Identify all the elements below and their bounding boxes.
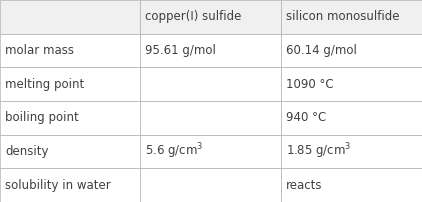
Bar (140, 67, 281, 101)
Text: reacts: reacts (286, 179, 322, 192)
Text: 1090 °C: 1090 °C (286, 78, 334, 91)
Bar (0, 34, 140, 67)
Text: melting point: melting point (5, 78, 84, 91)
Bar (281, 34, 422, 67)
Text: 60.14 g/mol: 60.14 g/mol (286, 44, 357, 57)
Bar (140, 101, 281, 135)
Bar (281, 67, 422, 101)
Bar (0, 168, 140, 202)
Text: density: density (5, 145, 49, 158)
Text: boiling point: boiling point (5, 111, 79, 124)
Bar (140, 168, 281, 202)
Text: 1.85 g/cm$^3$: 1.85 g/cm$^3$ (286, 142, 352, 161)
Bar (281, 0, 422, 34)
Text: solubility in water: solubility in water (5, 179, 111, 192)
Bar (140, 34, 281, 67)
Text: 940 °C: 940 °C (286, 111, 326, 124)
Text: molar mass: molar mass (5, 44, 74, 57)
Text: 95.61 g/mol: 95.61 g/mol (145, 44, 216, 57)
Bar (281, 101, 422, 135)
Bar (0, 135, 140, 168)
Bar (0, 101, 140, 135)
Bar (281, 168, 422, 202)
Bar (140, 0, 281, 34)
Text: copper(I) sulfide: copper(I) sulfide (145, 10, 241, 23)
Bar (140, 135, 281, 168)
Text: silicon monosulfide: silicon monosulfide (286, 10, 400, 23)
Bar (281, 135, 422, 168)
Bar (0, 0, 140, 34)
Text: 5.6 g/cm$^3$: 5.6 g/cm$^3$ (145, 142, 203, 161)
Bar (0, 67, 140, 101)
